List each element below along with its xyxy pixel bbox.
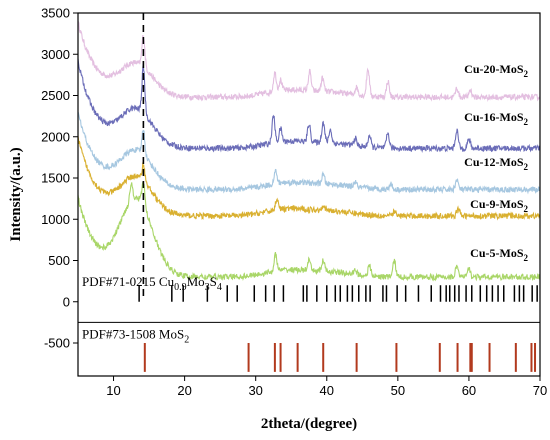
plot-frame xyxy=(77,12,541,377)
y-tick-label: 0 xyxy=(63,294,70,309)
series-label-4: Cu-9-MoS2 xyxy=(470,197,528,214)
y-tick-label: 2000 xyxy=(41,129,70,144)
y-tick-label: 3000 xyxy=(41,47,70,62)
x-tick-label: 60 xyxy=(462,383,476,398)
series-line-3 xyxy=(78,112,540,195)
series-line-2 xyxy=(78,58,540,153)
plot-area xyxy=(78,13,540,372)
x-tick-label: 20 xyxy=(177,383,191,398)
series-line-4 xyxy=(78,135,540,221)
x-tick-label: 50 xyxy=(391,383,405,398)
series-line-5 xyxy=(78,180,540,282)
reference-label-1: PDF#71-0215 Cu0.9Mo3S4 xyxy=(82,274,222,293)
x-tick-label: 30 xyxy=(248,383,262,398)
y-tick-label: 3500 xyxy=(41,6,70,21)
y-axis-title: Intensity/(a.u.) xyxy=(8,147,24,241)
series-label-3: Cu-12-MoS2 xyxy=(464,155,528,172)
axes: 10 20 30 40 50 60 70 -500 0 500 1000 1500 2000 2500 30… xyxy=(41,6,547,399)
series-label-2: Cu-16-MoS2 xyxy=(464,110,528,127)
y-tick-label: 1000 xyxy=(41,212,70,227)
series-label-5: Cu-5-MoS2 xyxy=(470,246,528,263)
y-tick-label: 2500 xyxy=(41,88,70,103)
y-tick-label: -500 xyxy=(44,336,70,351)
x-axis-title: 2theta/(degree) xyxy=(261,416,357,432)
x-tick-label: 10 xyxy=(106,383,120,398)
y-tick-label: 1500 xyxy=(41,171,70,186)
series-label-1: Cu-20-MoS2 xyxy=(464,62,528,79)
x-tick-label: 70 xyxy=(533,383,547,398)
reference-label-2: PDF#73-1508 MoS2 xyxy=(82,326,189,345)
x-tick-label: 40 xyxy=(320,383,334,398)
y-tick-label: 500 xyxy=(48,253,70,268)
series-line-1 xyxy=(78,19,540,102)
